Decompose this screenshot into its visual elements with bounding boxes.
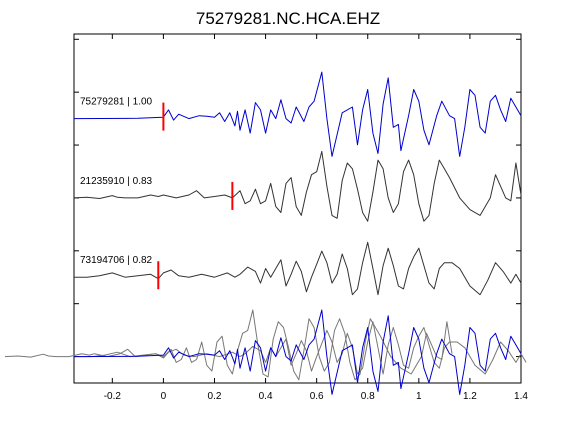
x-tick-label: 0.4: [259, 391, 273, 402]
overlay-line: [4, 309, 453, 381]
x-tick-label: 0.8: [361, 391, 375, 402]
plot-frame: [73, 33, 522, 384]
x-tick-label: 1.4: [514, 391, 528, 402]
trace-label: 75279281 | 1.00: [80, 97, 153, 108]
x-tick-label: 0.6: [310, 391, 324, 402]
x-tick-label: 1.2: [463, 391, 477, 402]
traces: [73, 71, 522, 296]
trace-line: [74, 241, 522, 296]
pick-markers: [157, 102, 234, 290]
y-axis: [74, 38, 521, 358]
overlay-line: [79, 321, 527, 375]
overlay-line: [73, 309, 522, 395]
trace-label: 73194706 | 0.82: [80, 255, 153, 266]
x-tick-label: 0.2: [208, 391, 222, 402]
trace-line: [73, 71, 522, 157]
x-tick-label: -0.2: [104, 391, 122, 402]
chart-title: 75279281.NC.HCA.EHZ: [196, 9, 380, 28]
overlay-traces: [4, 309, 527, 395]
trace-label: 21235910 | 0.83: [80, 176, 153, 187]
x-axis: -0.2 0 0.2 0.4 0.6 0.8 1 1.2 1.4: [104, 34, 528, 402]
x-tick-label: 0: [161, 391, 167, 402]
trace-labels: 75279281 | 1.00 21235910 | 0.83 73194706 |…: [80, 97, 153, 267]
x-tick-label: 1: [416, 391, 422, 402]
trace-line: [73, 150, 522, 222]
